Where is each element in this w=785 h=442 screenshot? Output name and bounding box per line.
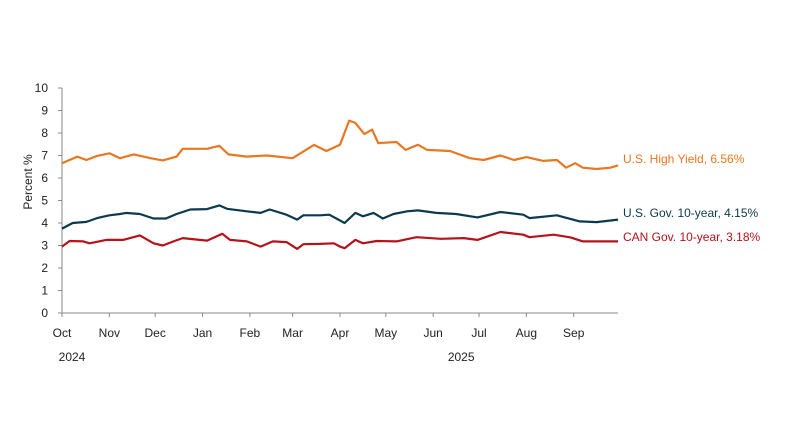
x-tick-label: Nov [99,326,120,340]
y-tick-label: 7 [41,149,48,163]
x-tick-label: Jul [471,326,486,340]
x-tick-label: Apr [331,326,350,340]
x-tick-label: Mar [282,326,303,340]
y-tick-label: 0 [41,306,48,320]
series-line [61,119,619,171]
y-tick-label: 6 [41,171,48,185]
x-tick-label: Dec [145,326,166,340]
y-tick-label: 3 [41,239,48,253]
x-tick-label: Oct [53,326,72,340]
y-axis-label: Percent % [21,154,35,210]
x-tick-label: Aug [516,326,537,340]
x-year-label: 2024 [59,350,86,364]
y-tick-label: 4 [41,216,48,230]
series-line [61,230,618,250]
series-label: U.S. Gov. 10-year, 4.15% [623,206,759,220]
series-label: CAN Gov. 10-year, 3.18% [623,230,761,244]
x-tick-label: Jan [193,326,212,340]
y-tick-label: 10 [35,81,49,95]
x-tick-label: Sep [563,326,585,340]
x-year-label: 2025 [448,350,475,364]
series-line [61,204,619,230]
series-label: U.S. High Yield, 6.56% [623,152,745,166]
y-tick-label: 1 [41,284,48,298]
y-tick-label: 9 [41,104,48,118]
x-tick-label: Feb [240,326,261,340]
x-tick-label: May [374,326,397,340]
x-tick-label: Jun [423,326,442,340]
y-tick-label: 8 [41,126,48,140]
y-tick-label: 2 [41,261,48,275]
y-tick-label: 5 [41,194,48,208]
